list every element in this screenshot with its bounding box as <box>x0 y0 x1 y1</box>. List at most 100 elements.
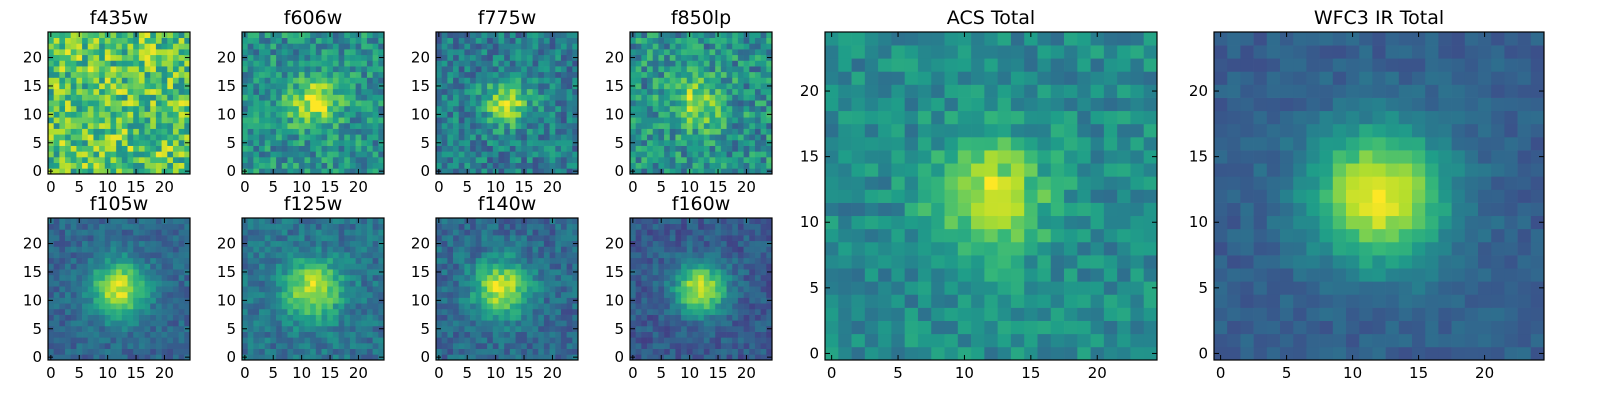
heatmap-cell <box>161 291 168 298</box>
heatmap-cell <box>338 331 345 338</box>
heatmap-cell <box>361 49 368 56</box>
heatmap-cell <box>133 117 140 124</box>
heatmap-cell <box>630 122 637 129</box>
heatmap-cell <box>366 37 373 44</box>
heatmap-cell <box>487 77 494 84</box>
heatmap-cell <box>361 354 368 361</box>
heatmap-cell <box>481 66 488 73</box>
heatmap-cell <box>566 342 573 349</box>
heatmap-cell <box>515 60 522 67</box>
heatmap-cell <box>65 263 72 270</box>
heatmap-cell <box>344 240 351 247</box>
heatmap-cell <box>321 77 328 84</box>
heatmap-cell <box>281 348 288 355</box>
heatmap-cell <box>566 139 573 146</box>
heatmap-cell <box>737 100 744 107</box>
heatmap-cell <box>669 297 676 304</box>
heatmap-cell <box>664 117 671 124</box>
heatmap-cell <box>355 337 362 344</box>
heatmap-cell <box>355 223 362 230</box>
heatmap-cell <box>487 60 494 67</box>
heatmap-cell <box>492 49 499 56</box>
heatmap-cell <box>692 49 699 56</box>
heatmap-cell <box>464 240 471 247</box>
heatmap-cell <box>270 297 277 304</box>
heatmap-cell <box>281 145 288 152</box>
heatmap-cell <box>349 252 356 259</box>
heatmap-cell <box>521 145 528 152</box>
heatmap-cell <box>65 122 72 129</box>
heatmap-cell <box>144 156 151 163</box>
heatmap-cell <box>566 134 573 141</box>
heatmap-cell <box>253 280 260 287</box>
heatmap-cell <box>327 314 334 321</box>
heatmap-cell <box>441 348 448 355</box>
heatmap-cell <box>116 117 123 124</box>
heatmap-cell <box>138 100 145 107</box>
axes-frame <box>241 31 385 175</box>
heatmap-cell <box>509 168 516 175</box>
heatmap-cell <box>543 223 550 230</box>
heatmap-cell <box>264 156 271 163</box>
heatmap-cell <box>298 88 305 95</box>
heatmap-cell <box>487 354 494 361</box>
heatmap-cell <box>664 325 671 332</box>
heatmap-cell <box>315 280 322 287</box>
heatmap-cell <box>82 49 89 56</box>
heatmap-cell <box>498 342 505 349</box>
heatmap-cell <box>720 151 727 158</box>
heatmap-cell <box>378 37 385 44</box>
heatmap-cell <box>242 320 249 327</box>
heatmap-cell <box>737 274 744 281</box>
heatmap-cell <box>532 274 539 281</box>
heatmap-cell <box>310 308 317 315</box>
heatmap-cell <box>560 60 567 67</box>
heatmap-cell <box>144 269 151 276</box>
heatmap-cell <box>675 280 682 287</box>
heatmap-cell <box>116 134 123 141</box>
heatmap-cell <box>658 128 665 135</box>
heatmap-cell <box>681 88 688 95</box>
heatmap-cell <box>458 229 465 236</box>
heatmap-cell <box>692 105 699 112</box>
heatmap-cell <box>458 303 465 310</box>
heatmap-cell <box>521 66 528 73</box>
heatmap-cell <box>127 297 134 304</box>
heatmap-cell <box>287 303 294 310</box>
heatmap-cell <box>498 314 505 321</box>
heatmap-cell <box>703 151 710 158</box>
heatmap-cell <box>635 162 642 169</box>
heatmap-cell <box>549 348 556 355</box>
heatmap-cell <box>515 269 522 276</box>
heatmap-cell <box>703 49 710 56</box>
heatmap-cell <box>338 122 345 129</box>
heatmap-cell <box>315 151 322 158</box>
heatmap-cell <box>287 325 294 332</box>
heatmap-cell <box>321 111 328 118</box>
heatmap-cell <box>458 66 465 73</box>
heatmap-cell <box>498 168 505 175</box>
heatmap-cell <box>447 314 454 321</box>
heatmap-cell <box>532 337 539 344</box>
heatmap-cell <box>150 43 157 50</box>
heatmap-cell <box>481 246 488 253</box>
heatmap-cell <box>53 297 60 304</box>
heatmap-cell <box>59 337 66 344</box>
y-tick-label: 0 <box>420 348 430 366</box>
heatmap-cell <box>658 54 665 61</box>
heatmap-cell <box>464 331 471 338</box>
heatmap-cell <box>641 280 648 287</box>
heatmap-cell <box>498 274 505 281</box>
heatmap-cell <box>754 303 761 310</box>
heatmap-cell <box>487 314 494 321</box>
heatmap-cell <box>526 151 533 158</box>
heatmap-cell <box>669 314 676 321</box>
heatmap-cell <box>48 252 55 259</box>
heatmap-cell <box>259 325 266 332</box>
heatmap-cell <box>121 117 128 124</box>
heatmap-cell <box>378 71 385 78</box>
heatmap-cell <box>521 128 528 135</box>
heatmap-cell <box>133 348 140 355</box>
heatmap-cell <box>184 320 191 327</box>
heatmap-cell <box>698 88 705 95</box>
